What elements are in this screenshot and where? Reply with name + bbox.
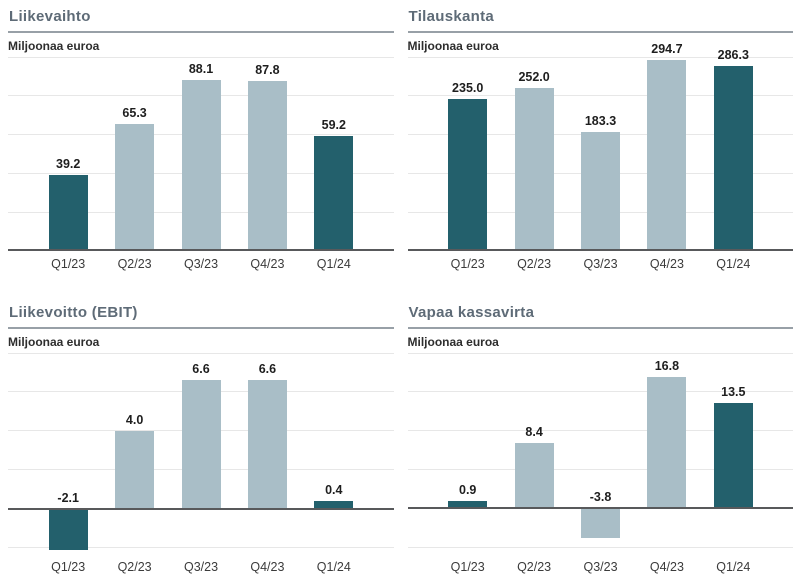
bar-Q1/24 [713,65,753,251]
value-label: 252.0 [518,70,550,85]
chart-title: Vapaa kassavirta [408,303,535,321]
gridline [407,429,793,431]
bar-Q4/23 [247,80,287,251]
chart-title: Liikevaihto [9,8,91,25]
zero-axis-line [407,507,793,510]
x-axis-label: Q1/23 [450,257,485,271]
x-axis-label: Q1/23 [450,559,485,574]
value-label: 87.8 [255,62,280,77]
gridline [407,390,793,392]
bar-Q3/23 [181,379,221,509]
value-label: -3.8 [589,490,612,505]
value-label: 39.2 [56,156,81,171]
x-axis-labels: Q1/23 Q2/23 Q3/23 Q4/23 Q1/24 [408,257,794,272]
x-axis-labels: Q1/23 Q2/23 Q3/23 Q4/23 Q1/24 [8,257,394,272]
gridline [8,547,394,549]
x-axis-label: Q2/23 [517,559,552,574]
value-label: 6.6 [192,361,210,376]
bar-Q1/23 [448,99,488,251]
title-divider [8,326,394,329]
bar-Q4/23 [247,379,287,509]
x-axis-label: Q1/24 [716,559,751,574]
chart-unit-label: Miljoonaa euroa [407,334,499,349]
x-axis-label: Q3/23 [583,257,618,271]
value-label: 88.1 [188,62,214,77]
bar-Q4/23 [647,60,687,251]
bar-Q3/23 [581,508,620,538]
chart-panel-tilauskanta: Tilauskanta Miljoonaa euroa 235.0 252.0 18… [407,6,794,274]
gridline [407,95,793,97]
value-label: 8.4 [525,424,543,439]
value-label: 0.9 [458,483,477,498]
bar-Q1/24 [314,136,354,251]
chart-title: Liikevoitto (EBIT) [9,303,138,321]
plot-area: -2.1 4.0 6.6 6.6 0.4 [8,352,394,554]
value-label: 294.7 [651,42,683,57]
value-label: -2.1 [57,490,79,505]
x-axis-label: Q1/23 [51,257,86,271]
title-divider [407,326,793,329]
gridline [407,468,793,470]
x-axis-label: Q4/23 [250,559,285,574]
chart-panel-liikevoitto-ebit: Liikevoitto (EBIT) Miljoonaa euroa -2.1 4… [8,302,394,576]
zero-axis-line [8,249,394,251]
zero-axis-line [8,507,394,510]
x-axis-label: Q3/23 [183,257,219,271]
x-axis-labels: Q1/23 Q2/23 Q3/23 Q4/23 Q1/24 [408,560,794,575]
value-label: 59.2 [321,118,346,133]
bar-Q2/23 [514,88,554,251]
gridline [8,352,394,354]
chart-unit-label: Miljoonaa euroa [8,39,100,53]
chart-unit-label: Miljoonaa euroa [407,39,499,53]
value-label: 4.0 [125,412,144,427]
bar-Q2/23 [514,442,554,509]
x-axis-label: Q2/23 [117,559,152,574]
zero-axis-line [407,249,793,251]
x-axis-labels: Q1/23 Q2/23 Q3/23 Q4/23 Q1/24 [8,560,394,575]
chart-panel-liikevaihto: Liikevaihto Miljoonaa euroa 39.2 65.3 88.1… [8,6,394,274]
title-divider [407,31,793,33]
gridline [407,57,793,58]
x-axis-label: Q1/24 [316,257,351,271]
plot-area: 39.2 65.3 88.1 87.8 59.2 [8,57,394,251]
value-label: 6.6 [258,361,277,376]
x-axis-label: Q3/23 [583,559,618,574]
x-axis-label: Q4/23 [649,257,684,271]
bar-Q4/23 [647,377,687,509]
chart-panel-vapaa-kassavirta: Vapaa kassavirta Miljoonaa euroa 0.9 8.4 -… [407,302,794,576]
gridline [407,546,793,548]
gridline [407,352,793,354]
bar-Q1/24 [314,500,354,509]
bar-Q2/23 [115,430,155,509]
chart-unit-label: Miljoonaa euroa [8,334,100,349]
bar-Q3/23 [181,80,221,251]
plot-area: 0.9 8.4 -3.8 16.8 13.5 [407,352,793,554]
value-label: 16.8 [654,359,680,374]
title-divider [8,31,394,33]
bar-Q1/24 [713,403,753,509]
bar-Q1/23 [448,501,488,509]
value-label: 65.3 [122,106,147,121]
x-axis-label: Q4/23 [649,559,684,574]
value-label: 13.5 [721,385,746,400]
value-label: 235.0 [452,81,484,96]
bar-Q3/23 [581,132,620,251]
value-label: 286.3 [717,47,749,62]
bar-Q1/23 [48,174,88,251]
gridline [8,57,394,58]
x-axis-label: Q3/23 [183,559,219,574]
x-axis-label: Q2/23 [117,257,152,271]
chart-title: Tilauskanta [408,8,495,25]
plot-area: 235.0 252.0 183.3 294.7 286.3 [407,42,793,251]
value-label: 183.3 [584,114,617,129]
value-label: 0.4 [325,482,343,497]
x-axis-label: Q2/23 [517,257,552,271]
bar-Q1/23 [48,508,88,550]
x-axis-label: Q1/23 [51,559,86,574]
bar-Q2/23 [115,124,155,251]
x-axis-label: Q4/23 [250,257,285,271]
x-axis-label: Q1/24 [316,559,351,574]
x-axis-label: Q1/24 [716,257,751,271]
